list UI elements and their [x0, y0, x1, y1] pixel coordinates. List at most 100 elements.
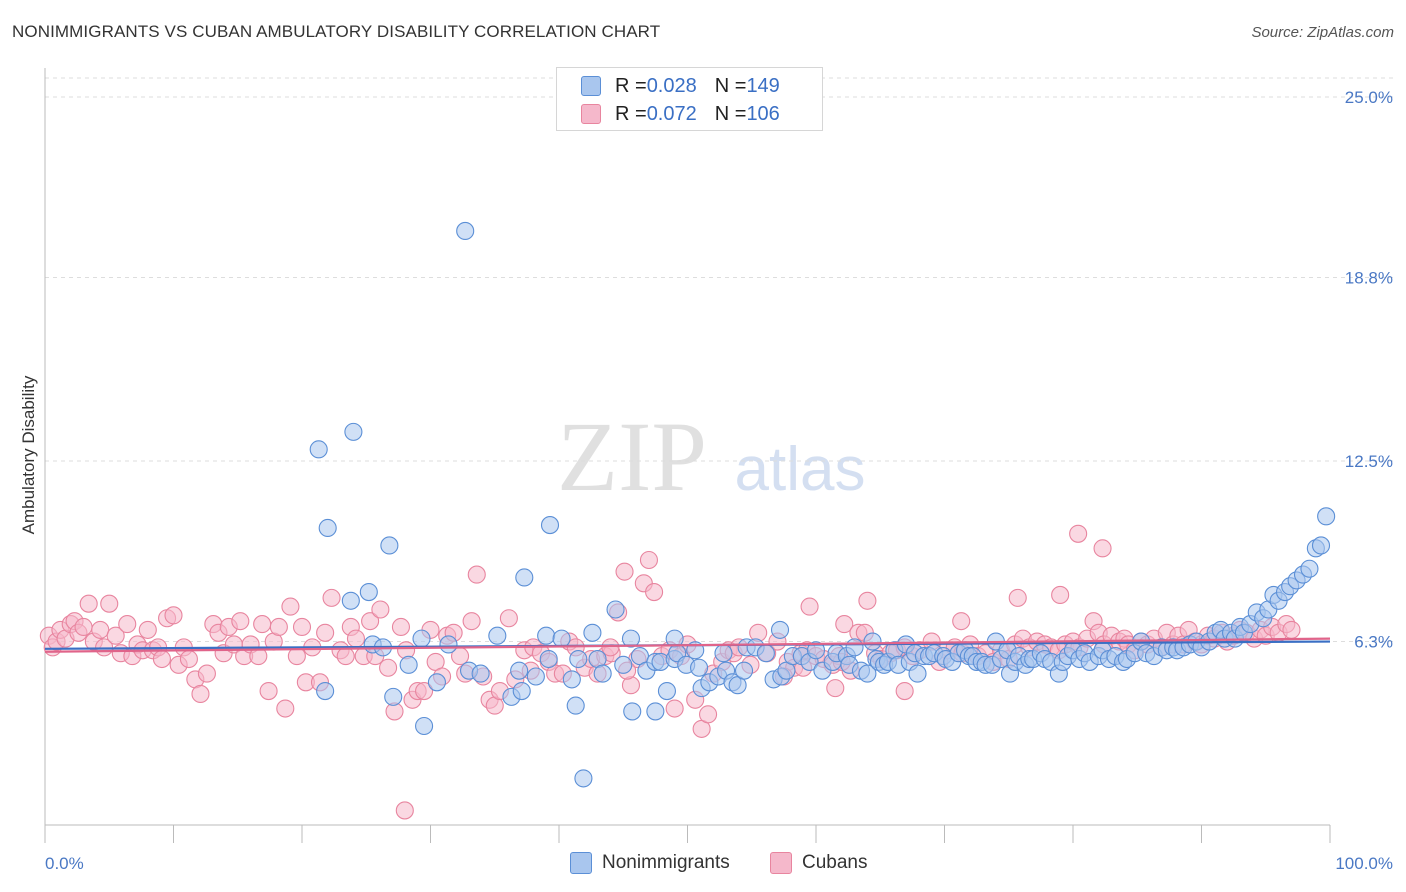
nonimmigrants-point: [537, 626, 556, 645]
cubans-point: [79, 594, 98, 613]
cubans-point: [826, 679, 845, 698]
nonimmigrants-point: [583, 623, 602, 642]
nonimmigrants-point: [526, 667, 545, 686]
legend-r-value: 0.028: [646, 74, 697, 97]
cubans-point: [800, 597, 819, 616]
cubans-point: [1093, 539, 1112, 558]
nonimmigrants-point: [540, 516, 560, 535]
nonimmigrants-point: [623, 702, 642, 721]
nonimmigrants-point: [471, 664, 490, 683]
correlation-legend: R = 0.028 N = 149 R = 0.072 N = 106: [556, 67, 823, 131]
nonimmigrants-point: [734, 661, 754, 680]
cubans-point: [164, 606, 183, 625]
cubans-point: [179, 649, 198, 669]
bottom-legend-swatch-pink: [770, 852, 792, 874]
nonimmigrants-point: [908, 664, 927, 683]
bottom-legend-label: Nonimmigrants: [602, 852, 730, 873]
x-tick-label-min: 0.0%: [45, 854, 84, 873]
legend-n-value: 149: [746, 74, 780, 97]
bottom-legend-cubans: Cubans: [770, 852, 868, 874]
legend-r-value: 0.072: [646, 102, 697, 125]
cubans-point: [346, 629, 366, 648]
legend-n-label: N =: [714, 74, 747, 97]
y-tick-labels: 6.3% 12.5% 18.8% 25.0%: [1345, 88, 1393, 652]
nonimmigrants-point: [515, 568, 534, 587]
cubans-point: [138, 620, 157, 639]
watermark-atlas: atlas: [735, 435, 866, 504]
cubans-point: [322, 588, 341, 607]
cubans-point: [118, 615, 137, 634]
cubans-point: [601, 638, 620, 657]
cubans-point: [1051, 585, 1070, 605]
cubans-point: [415, 681, 434, 701]
nonimmigrants-point: [606, 600, 625, 619]
cubans-point: [269, 617, 288, 637]
legend-r-label: R =: [615, 74, 647, 97]
cubans-point: [467, 565, 486, 584]
nonimmigrants-point: [488, 626, 507, 645]
nonimmigrants-point: [512, 681, 531, 701]
cubans-point: [91, 620, 110, 639]
nonimmigrants-point: [510, 661, 529, 680]
cubans-point: [379, 658, 398, 677]
y-tick-label: 18.8%: [1345, 269, 1393, 288]
cubans-point: [639, 550, 659, 570]
chart-title: NONIMMIGRANTS VS CUBAN AMBULATORY DISABI…: [12, 22, 661, 41]
watermark-zip: ZIP: [557, 401, 707, 512]
cubans-point: [665, 699, 684, 718]
cubans-point: [1008, 588, 1027, 607]
nonimmigrants-point: [341, 591, 360, 610]
nonimmigrants-point: [858, 664, 877, 683]
nonimmigrants-point: [1317, 507, 1336, 526]
nonimmigrants-point: [756, 644, 775, 663]
cubans-point: [371, 600, 390, 619]
watermark: ZIP atlas: [557, 401, 865, 512]
nonimmigrants-point: [318, 518, 337, 538]
cubans-point: [645, 582, 664, 602]
cubans-point: [276, 699, 295, 718]
nonimmigrants-points: [309, 221, 1336, 788]
grid-lines: [45, 77, 1393, 643]
cubans-point: [395, 801, 414, 820]
trend-lines: [44, 637, 1331, 653]
cubans-point: [462, 612, 481, 631]
legend-row-nonimmigrants: R = 0.028 N = 149: [581, 74, 780, 98]
nonimmigrants-point: [316, 681, 335, 701]
cubans-point: [281, 597, 300, 616]
cubans-point: [499, 609, 518, 628]
nonimmigrants-point: [690, 658, 709, 677]
nonimmigrants-point: [1311, 536, 1331, 555]
cubans-point: [699, 705, 718, 724]
nonimmigrants-point: [574, 769, 593, 788]
nonimmigrants-point: [359, 582, 378, 602]
nonimmigrants-point: [539, 649, 558, 669]
nonimmigrants-point: [344, 422, 363, 441]
cubans-point: [292, 617, 312, 637]
cubans-point: [615, 562, 634, 581]
cubans-point: [152, 649, 171, 669]
nonimmigrants-point: [1300, 559, 1319, 578]
cubans-point: [1069, 524, 1088, 543]
nonimmigrants-point: [562, 670, 581, 689]
nonimmigrants-point: [566, 696, 585, 715]
nonimmigrants-point: [657, 681, 676, 701]
cubans-point: [74, 617, 93, 637]
nonimmigrants-point: [714, 644, 733, 663]
source-label: Source: ZipAtlas.com: [1251, 24, 1394, 41]
legend-swatch-blue: [581, 76, 601, 96]
nonimmigrants-point: [384, 687, 403, 706]
nonimmigrants-point: [646, 702, 665, 721]
nonimmigrants-point: [439, 635, 458, 654]
cubans-point: [858, 591, 877, 610]
cubans-point: [391, 617, 410, 637]
nonimmigrants-point: [427, 673, 446, 692]
cubans-points: [39, 524, 1301, 820]
cubans-point: [895, 681, 914, 701]
nonimmigrants-point: [415, 716, 434, 736]
cubans-point: [835, 615, 854, 634]
legend-n-value: 106: [746, 102, 780, 125]
cubans-point: [253, 615, 272, 634]
cubans-point: [100, 594, 119, 613]
nonimmigrants-point: [309, 440, 328, 459]
nonimmigrants-point: [399, 655, 418, 674]
